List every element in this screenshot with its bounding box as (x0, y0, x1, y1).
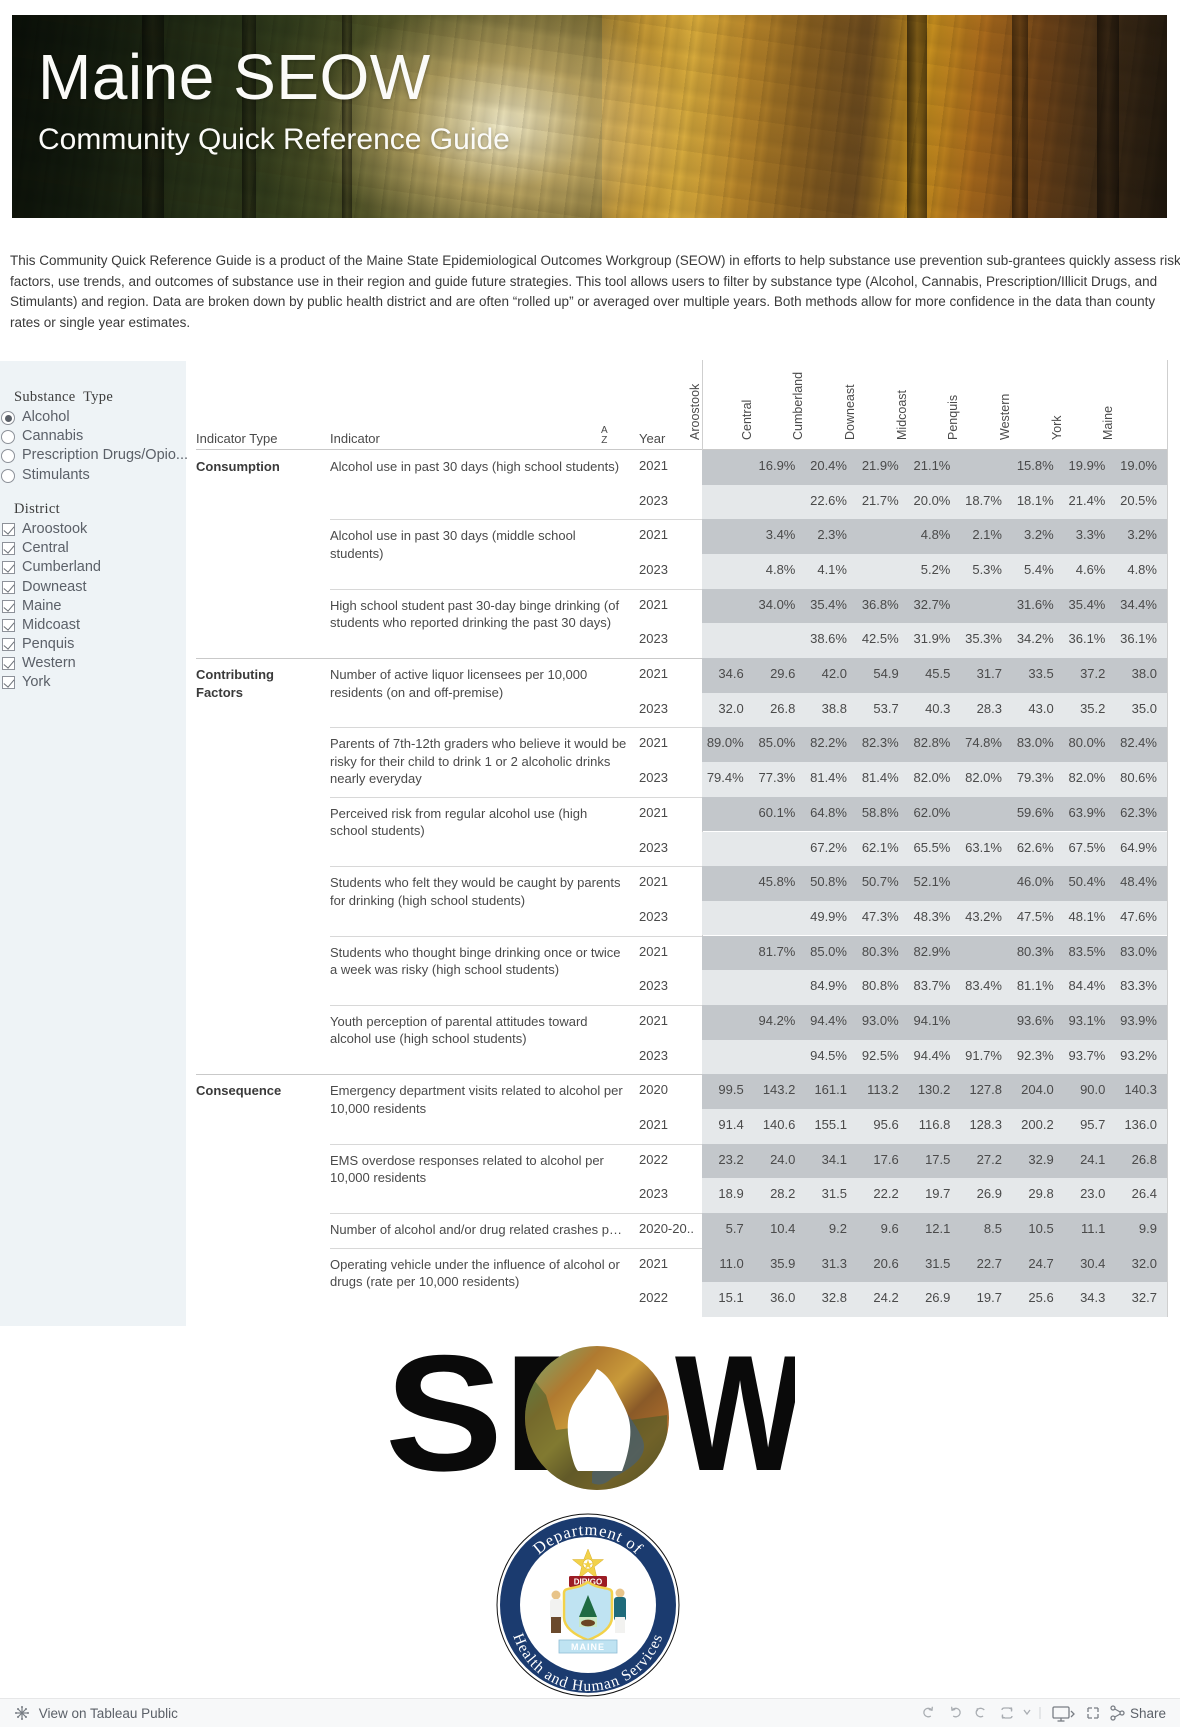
svg-text:MAINE: MAINE (571, 1642, 605, 1652)
svg-text:W: W (675, 1340, 795, 1495)
svg-text:S: S (385, 1340, 503, 1495)
